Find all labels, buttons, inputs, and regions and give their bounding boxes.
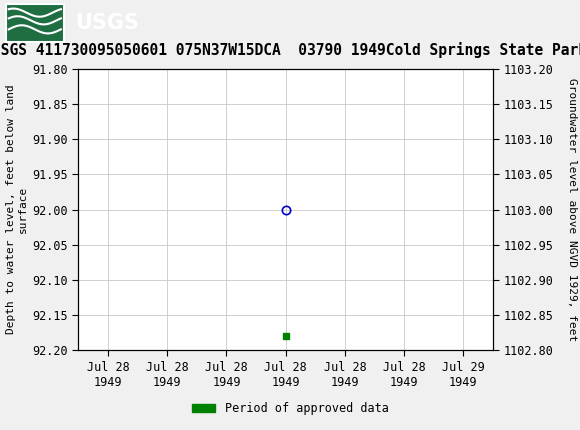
- Legend: Period of approved data: Period of approved data: [187, 397, 393, 420]
- Y-axis label: Depth to water level, feet below land
surface: Depth to water level, feet below land su…: [6, 85, 28, 335]
- Bar: [6, 3, 64, 42]
- Text: USGS: USGS: [75, 12, 139, 33]
- Y-axis label: Groundwater level above NGVD 1929, feet: Groundwater level above NGVD 1929, feet: [567, 78, 577, 341]
- Text: USGS 411730095050601 075N37W15DCA  03790 1949Cold Springs State Park: USGS 411730095050601 075N37W15DCA 03790 …: [0, 42, 580, 58]
